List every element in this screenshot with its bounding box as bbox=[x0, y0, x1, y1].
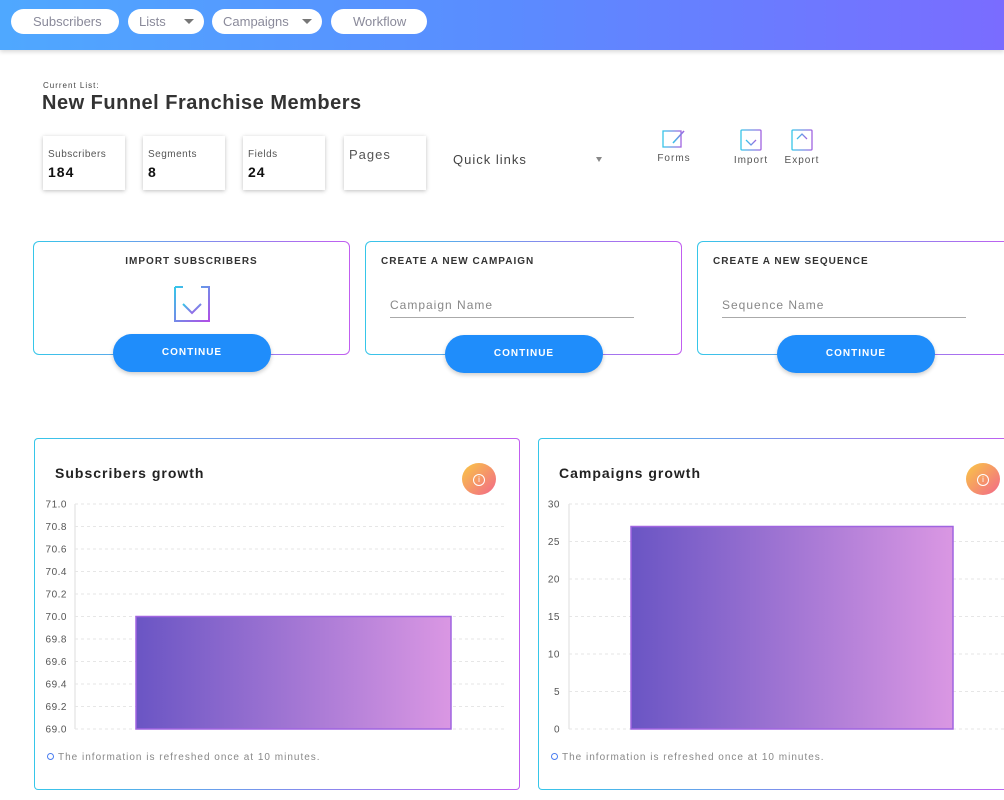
y-tick-label: 70.2 bbox=[46, 590, 67, 601]
export-tool[interactable]: Export bbox=[780, 128, 824, 166]
chart-title: Campaigns growth bbox=[559, 465, 702, 481]
import-tool[interactable]: Import bbox=[729, 128, 773, 166]
card-title: IMPORT SUBSCRIBERS bbox=[125, 256, 258, 267]
stat-value: 24 bbox=[248, 164, 266, 180]
stat-card-fields[interactable]: Fields 24 bbox=[243, 136, 325, 190]
chevron-down-icon[interactable] bbox=[596, 157, 602, 162]
quick-links-dropdown[interactable]: Quick links bbox=[453, 152, 527, 167]
export-label: Export bbox=[784, 155, 820, 166]
page-title: New Funnel Franchise Members bbox=[42, 92, 362, 114]
campaign-name-input[interactable] bbox=[390, 292, 634, 318]
nav-subscribers[interactable]: Subscribers bbox=[11, 9, 119, 34]
stat-card-subscribers[interactable]: Subscribers 184 bbox=[43, 136, 125, 190]
y-tick-label: 20 bbox=[548, 575, 560, 586]
subscribers-growth-chart: 69.0 69.2 69.4 69.6 69.8 70.0 70.2 70.4 70.6 70.8… bbox=[46, 500, 505, 736]
nav-campaigns[interactable]: Campaigns bbox=[212, 9, 322, 34]
stat-card-segments[interactable]: Segments 8 bbox=[143, 136, 225, 190]
subscribers-growth-card: 69.0 69.2 69.4 69.6 69.8 70.0 70.2 70.4 70.6 70.8… bbox=[34, 438, 520, 790]
import-continue-button[interactable]: CONTINUE bbox=[113, 334, 271, 372]
refresh-note: The information is refreshed once at 10 … bbox=[47, 752, 321, 763]
forms-tool[interactable]: Forms bbox=[652, 128, 696, 164]
export-icon bbox=[791, 129, 813, 151]
nav-lists[interactable]: Lists bbox=[128, 9, 204, 34]
y-tick-label: 70.4 bbox=[46, 567, 67, 578]
stat-label: Subscribers bbox=[48, 149, 107, 160]
y-tick-label: 69.6 bbox=[46, 657, 67, 668]
chart-title: Subscribers growth bbox=[55, 465, 205, 481]
chevron-down-icon bbox=[184, 19, 194, 24]
campaigns-growth-chart: 0 5 10 15 20 25 30 bbox=[548, 500, 1004, 736]
y-tick-label: 70.0 bbox=[46, 612, 67, 623]
y-tick-label: 70.8 bbox=[46, 522, 67, 533]
y-tick-label: 69.4 bbox=[46, 680, 67, 691]
campaigns-growth-card: 0 5 10 15 20 25 30 Campaigns growth i The info… bbox=[538, 438, 1004, 790]
forms-label: Forms bbox=[657, 153, 691, 164]
import-label: Import bbox=[733, 155, 769, 166]
y-tick-label: 25 bbox=[548, 537, 560, 548]
nav-subscribers-label: Subscribers bbox=[33, 14, 102, 29]
nav-workflow-label: Workflow bbox=[353, 14, 407, 29]
chevron-down-icon bbox=[302, 19, 312, 24]
stat-value: 8 bbox=[148, 164, 157, 180]
y-tick-label: 0 bbox=[554, 725, 560, 736]
y-tick-label: 69.2 bbox=[46, 702, 67, 713]
chart-bar[interactable] bbox=[630, 525, 954, 730]
import-icon bbox=[740, 129, 762, 151]
sequence-name-input[interactable] bbox=[722, 292, 966, 318]
refresh-note: The information is refreshed once at 10 … bbox=[551, 752, 825, 763]
y-tick-label: 69.0 bbox=[46, 725, 67, 736]
refresh-note-text: The information is refreshed once at 10 … bbox=[562, 752, 825, 763]
edit-form-icon bbox=[662, 130, 685, 148]
y-tick-label: 5 bbox=[554, 687, 560, 698]
card-title: CREATE A NEW CAMPAIGN bbox=[381, 256, 535, 267]
create-sequence-card: CREATE A NEW SEQUENCE bbox=[697, 241, 1004, 355]
nav-workflow[interactable]: Workflow bbox=[331, 9, 427, 34]
y-tick-label: 10 bbox=[548, 650, 560, 661]
stat-label: Segments bbox=[148, 149, 198, 160]
sequence-continue-button[interactable]: CONTINUE bbox=[777, 335, 935, 373]
info-icon[interactable]: i bbox=[966, 463, 1000, 495]
y-tick-label: 71.0 bbox=[46, 500, 67, 511]
card-title: CREATE A NEW SEQUENCE bbox=[713, 256, 869, 267]
stat-label: Fields bbox=[248, 149, 278, 160]
download-icon[interactable] bbox=[171, 283, 213, 325]
campaign-continue-button[interactable]: CONTINUE bbox=[445, 335, 603, 373]
y-tick-label: 69.8 bbox=[46, 635, 67, 646]
nav-campaigns-label: Campaigns bbox=[223, 14, 289, 29]
chart-bar[interactable] bbox=[135, 615, 452, 730]
refresh-dot-icon bbox=[47, 753, 54, 760]
stat-label: Pages bbox=[349, 147, 391, 162]
y-tick-label: 15 bbox=[548, 612, 560, 623]
stat-card-pages[interactable]: Pages bbox=[344, 136, 426, 190]
y-tick-label: 70.6 bbox=[46, 545, 67, 556]
refresh-dot-icon bbox=[551, 753, 558, 760]
y-tick-label: 30 bbox=[548, 500, 560, 511]
stat-value: 184 bbox=[48, 164, 75, 180]
create-campaign-card: CREATE A NEW CAMPAIGN bbox=[365, 241, 682, 355]
refresh-note-text: The information is refreshed once at 10 … bbox=[58, 752, 321, 763]
current-list-label: Current List: bbox=[43, 81, 100, 90]
info-icon[interactable]: i bbox=[462, 463, 496, 495]
top-nav-bar: Subscribers Lists Campaigns Workflow bbox=[0, 0, 1004, 50]
nav-lists-label: Lists bbox=[139, 14, 166, 29]
